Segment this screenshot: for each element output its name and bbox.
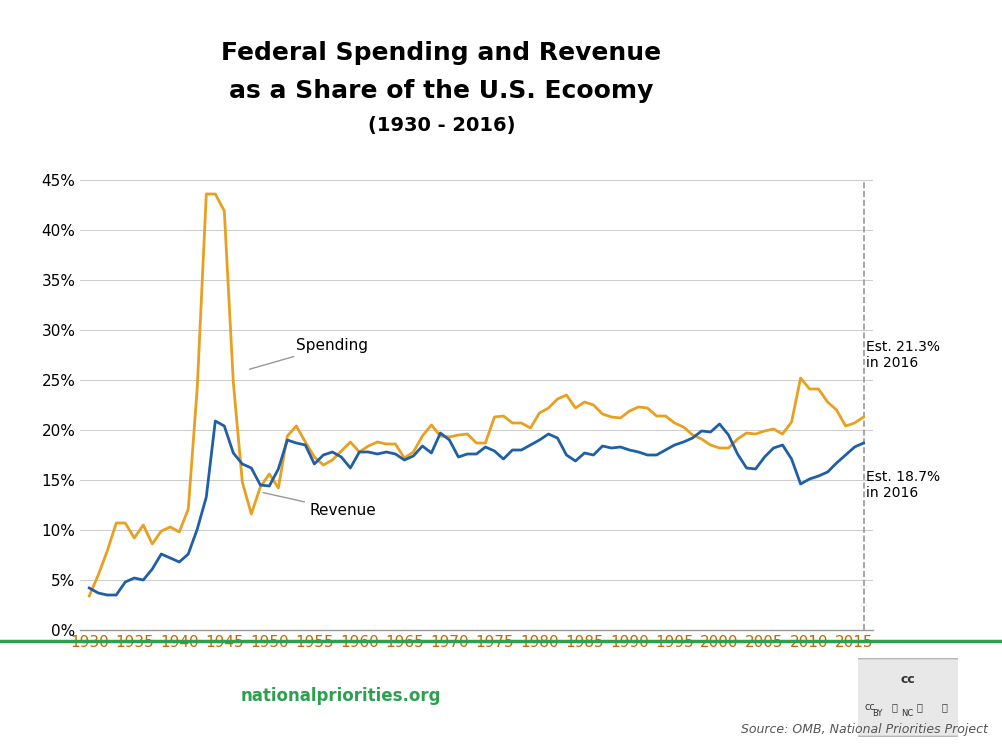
Text: (1930 - 2016): (1930 - 2016) bbox=[367, 116, 515, 135]
Text: Spending: Spending bbox=[249, 338, 368, 369]
Text: cc: cc bbox=[864, 703, 874, 712]
Text: Ⓗ: Ⓗ bbox=[941, 703, 947, 712]
Text: NATIONAL: NATIONAL bbox=[20, 658, 76, 668]
Text: Source: OMB, National Priorities Project: Source: OMB, National Priorities Project bbox=[740, 722, 987, 736]
FancyBboxPatch shape bbox=[854, 658, 960, 736]
Text: NC: NC bbox=[901, 710, 913, 718]
Text: cc: cc bbox=[900, 673, 914, 686]
Text: BY: BY bbox=[872, 710, 882, 718]
Text: Revenue: Revenue bbox=[263, 493, 376, 518]
Text: PROJECT: PROJECT bbox=[20, 719, 62, 729]
Text: Est. 21.3%
in 2016: Est. 21.3% in 2016 bbox=[866, 340, 939, 370]
Text: nationalpriorities.org: nationalpriorities.org bbox=[240, 687, 441, 705]
Text: as a Share of the U.S. Ecoomy: as a Share of the U.S. Ecoomy bbox=[228, 79, 653, 103]
Text: ⓘ: ⓘ bbox=[891, 703, 897, 712]
Text: Ⓝ: Ⓝ bbox=[916, 703, 922, 712]
Text: Federal Spending and Revenue: Federal Spending and Revenue bbox=[221, 41, 660, 65]
Text: Est. 18.7%
in 2016: Est. 18.7% in 2016 bbox=[866, 470, 940, 500]
Text: PRIORITIES: PRIORITIES bbox=[20, 683, 134, 701]
